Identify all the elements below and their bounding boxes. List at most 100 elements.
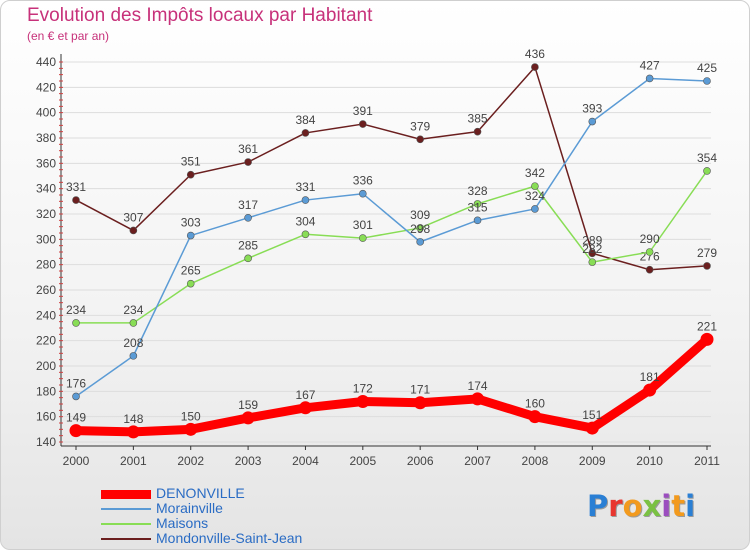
x-tick-label-2002: 2002 bbox=[177, 454, 204, 468]
series-line-Mondonville-Saint-Jean bbox=[75, 66, 708, 271]
series-line-DENONVILLE bbox=[71, 334, 712, 437]
x-tick-label-2006: 2006 bbox=[407, 454, 434, 468]
data-label-Morainville-2007: 315 bbox=[468, 200, 488, 214]
data-label-DENONVILLE-2008: 160 bbox=[525, 397, 545, 411]
data-label-Morainville-2000: 176 bbox=[66, 376, 86, 390]
x-tick-label-2003: 2003 bbox=[235, 454, 262, 468]
x-tick-label-2000: 2000 bbox=[63, 454, 90, 468]
y-tick-label-300: 300 bbox=[36, 232, 56, 246]
data-point-DENONVILLE-2007 bbox=[471, 392, 485, 406]
data-point-DENONVILLE-2004 bbox=[298, 401, 312, 415]
data-label-Maisons-2003: 285 bbox=[238, 238, 258, 252]
data-point-Mondonville-Saint-Jean-2010 bbox=[645, 265, 654, 274]
data-point-Morainville-2001 bbox=[129, 352, 138, 360]
data-point-DENONVILLE-2002 bbox=[184, 422, 198, 436]
data-label-Morainville-2003: 317 bbox=[238, 198, 258, 212]
data-point-Maisons-2007 bbox=[473, 200, 482, 208]
y-tick-label-260: 260 bbox=[36, 283, 56, 297]
data-point-Morainville-2002 bbox=[186, 231, 195, 240]
data-point-Mondonville-Saint-Jean-2000 bbox=[72, 196, 80, 204]
x-tick-label-2005: 2005 bbox=[349, 454, 376, 468]
y-tick-label-400: 400 bbox=[36, 106, 56, 120]
data-label-Maisons-2001: 234 bbox=[123, 303, 143, 317]
data-point-DENONVILLE-2006 bbox=[413, 396, 427, 410]
data-label-Maisons-2010: 290 bbox=[640, 232, 660, 246]
data-point-DENONVILLE-2001 bbox=[126, 425, 140, 439]
data-label-Mondonville-Saint-Jean-2002: 351 bbox=[181, 155, 201, 169]
legend-label: Morainville bbox=[156, 500, 223, 516]
data-label-Maisons-2002: 265 bbox=[181, 264, 201, 278]
data-label-DENONVILLE-2003: 159 bbox=[238, 398, 258, 412]
data-label-DENONVILLE-2005: 172 bbox=[353, 381, 373, 395]
legend-swatch bbox=[101, 489, 151, 499]
x-tick-label-2001: 2001 bbox=[120, 454, 147, 468]
y-tick-label-240: 240 bbox=[36, 308, 56, 322]
data-label-Mondonville-Saint-Jean-2001: 307 bbox=[123, 210, 143, 224]
y-tick-label-420: 420 bbox=[36, 80, 56, 94]
data-label-Mondonville-Saint-Jean-2003: 361 bbox=[238, 142, 258, 156]
data-label-DENONVILLE-2002: 150 bbox=[181, 409, 201, 423]
chart-subtitle: (en € et par an) bbox=[27, 29, 110, 43]
data-label-DENONVILLE-2001: 148 bbox=[123, 412, 143, 426]
data-point-Mondonville-Saint-Jean-2008 bbox=[531, 63, 539, 71]
data-label-Maisons-2000: 234 bbox=[66, 303, 86, 317]
data-point-Morainville-2003 bbox=[244, 214, 252, 222]
data-point-DENONVILLE-2010 bbox=[643, 383, 657, 397]
y-tick-label-160: 160 bbox=[36, 410, 56, 424]
data-label-DENONVILLE-2009: 151 bbox=[582, 408, 602, 422]
data-label-Mondonville-Saint-Jean-2004: 384 bbox=[295, 113, 315, 127]
data-point-Mondonville-Saint-Jean-2001 bbox=[129, 226, 138, 235]
series-line-Maisons bbox=[75, 170, 708, 324]
data-point-Mondonville-Saint-Jean-2007 bbox=[473, 127, 482, 136]
data-point-Mondonville-Saint-Jean-2003 bbox=[244, 158, 252, 166]
y-tick-label-340: 340 bbox=[36, 182, 56, 196]
data-point-Maisons-2011 bbox=[703, 167, 711, 175]
data-point-DENONVILLE-2009 bbox=[585, 421, 599, 435]
data-label-Morainville-2004: 331 bbox=[295, 180, 315, 194]
data-label-Mondonville-Saint-Jean-2009: 289 bbox=[582, 233, 602, 247]
legend-label: DENONVILLE bbox=[156, 485, 245, 501]
data-point-Morainville-2005 bbox=[359, 189, 367, 198]
data-label-Morainville-2005: 336 bbox=[353, 174, 373, 188]
y-tick-label-320: 320 bbox=[36, 207, 56, 221]
data-label-Mondonville-Saint-Jean-2005: 391 bbox=[353, 104, 373, 118]
data-label-Morainville-2009: 393 bbox=[582, 102, 602, 116]
series-line-Morainville bbox=[75, 77, 708, 398]
data-label-DENONVILLE-2010: 181 bbox=[640, 370, 660, 384]
data-label-Maisons-2006: 309 bbox=[410, 208, 430, 222]
legend-swatch bbox=[101, 508, 151, 510]
y-tick-label-440: 440 bbox=[36, 55, 56, 69]
data-point-DENONVILLE-2008 bbox=[528, 410, 542, 424]
data-point-Morainville-2004 bbox=[301, 196, 310, 204]
data-point-Maisons-2009 bbox=[588, 258, 597, 266]
data-point-Mondonville-Saint-Jean-2006 bbox=[416, 135, 424, 144]
data-label-DENONVILLE-2006: 171 bbox=[410, 383, 430, 397]
data-point-DENONVILLE-2005 bbox=[356, 394, 370, 408]
data-label-Maisons-2009: 282 bbox=[582, 242, 602, 256]
y-tick-label-280: 280 bbox=[36, 258, 56, 272]
data-point-Morainville-2009 bbox=[588, 117, 597, 126]
data-point-DENONVILLE-2011 bbox=[700, 332, 714, 346]
data-label-Mondonville-Saint-Jean-2007: 385 bbox=[468, 112, 488, 126]
data-point-Morainville-2011 bbox=[703, 77, 711, 85]
y-tick-label-180: 180 bbox=[36, 384, 56, 398]
proxiti-logo: Proxiti bbox=[587, 489, 696, 523]
data-point-Maisons-2000 bbox=[72, 319, 80, 327]
data-label-Morainville-2002: 303 bbox=[181, 216, 201, 230]
x-tick-label-2004: 2004 bbox=[292, 454, 319, 468]
data-label-Maisons-2007: 328 bbox=[468, 184, 488, 198]
y-tick-label-360: 360 bbox=[36, 156, 56, 170]
x-tick-label-2010: 2010 bbox=[636, 454, 663, 468]
data-label-Mondonville-Saint-Jean-2008: 436 bbox=[525, 47, 545, 61]
data-point-DENONVILLE-2003 bbox=[241, 411, 255, 425]
data-label-Morainville-2001: 208 bbox=[123, 336, 143, 350]
data-label-Mondonville-Saint-Jean-2006: 379 bbox=[410, 119, 430, 133]
y-tick-label-140: 140 bbox=[36, 435, 56, 449]
data-label-DENONVILLE-2004: 167 bbox=[295, 388, 315, 402]
data-point-Maisons-2008 bbox=[531, 182, 539, 190]
data-label-Morainville-2011: 425 bbox=[697, 61, 717, 75]
x-tick-label-2007: 2007 bbox=[464, 454, 491, 468]
data-label-Morainville-2008: 324 bbox=[525, 189, 545, 203]
